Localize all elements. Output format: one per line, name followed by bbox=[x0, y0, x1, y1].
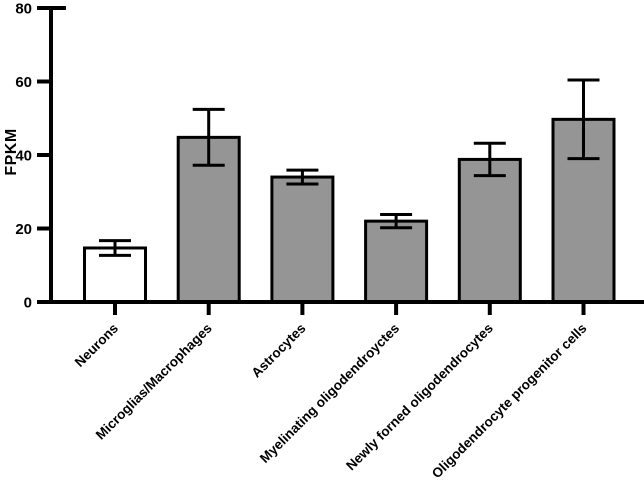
x-category-label-1: Neurons bbox=[72, 321, 121, 370]
error-bar-1 bbox=[99, 239, 131, 257]
error-bar-5 bbox=[473, 141, 506, 178]
error-bar-4 bbox=[380, 213, 413, 230]
y-tick-label-40: 40 bbox=[15, 148, 32, 165]
error-bar-6 bbox=[567, 78, 600, 161]
y-tick-label-80: 80 bbox=[15, 1, 32, 18]
x-category-label-5: Newly forned oligodendrocytes bbox=[343, 321, 496, 474]
y-tick-label-20: 20 bbox=[15, 221, 32, 238]
y-tick-label-0: 0 bbox=[24, 295, 32, 312]
x-category-label-6: Oligodendrocyte progenitor cells bbox=[429, 321, 590, 482]
x-category-label-3: Astrocytes bbox=[249, 321, 309, 381]
error-bar-3 bbox=[286, 168, 319, 186]
error-bar-2 bbox=[192, 107, 225, 167]
bar-3 bbox=[270, 175, 335, 304]
bar-4 bbox=[364, 219, 429, 304]
y-tick-label-60: 60 bbox=[15, 74, 32, 91]
y-axis-title: FPKM bbox=[3, 128, 20, 175]
bar-5 bbox=[457, 157, 522, 304]
